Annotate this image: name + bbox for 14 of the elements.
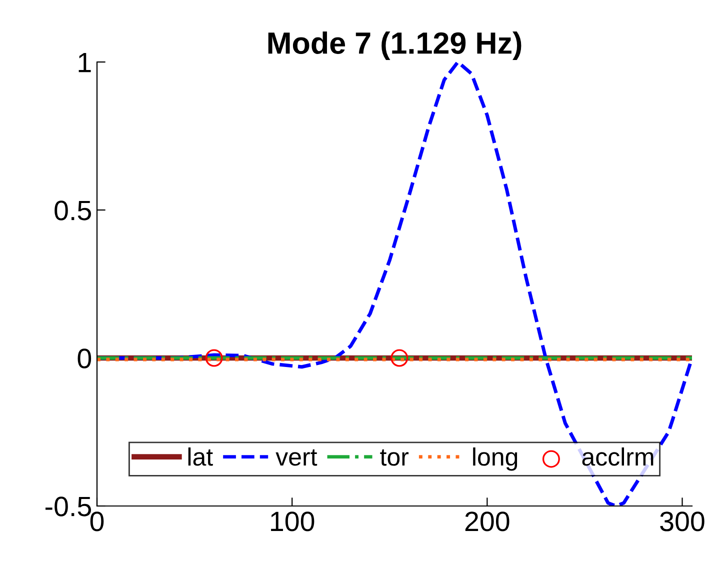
y-tick-label: 0.5 [54,200,91,220]
x-tick-label: 0 [90,512,104,532]
legend-label: tor [380,449,409,466]
x-tick-label: 100 [271,512,314,532]
chart-title: Mode 7 (1.129 Hz) [268,32,522,60]
y-tick-label: 0 [78,348,92,368]
x-tick-label: 200 [465,512,510,532]
legend-label: acclrm [582,447,654,466]
legend-label: lat [188,447,213,466]
legend-label: vert [276,449,318,466]
legend-label: long [473,447,518,471]
y-tick-label: 1 [78,52,91,72]
x-tick-label: 300 [660,512,704,532]
y-tick-label: -0.5 [46,496,91,516]
